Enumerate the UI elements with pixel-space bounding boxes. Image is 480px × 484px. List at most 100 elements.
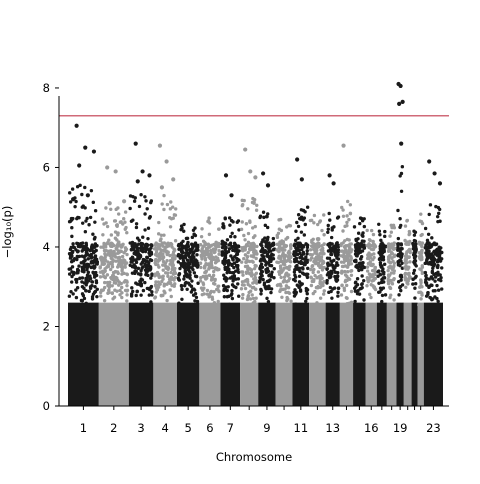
snp-point	[279, 268, 283, 273]
snp-point	[145, 207, 149, 211]
snp-point	[192, 271, 197, 275]
snp-point	[205, 288, 210, 293]
snp-point	[269, 273, 274, 277]
snp-point	[358, 261, 362, 266]
snp-point	[87, 248, 92, 252]
snp-point	[325, 281, 329, 285]
snp-point	[413, 286, 417, 290]
snp-point	[137, 238, 141, 242]
snp-point	[70, 234, 74, 239]
snp-point	[331, 249, 335, 253]
snp-point	[436, 248, 440, 253]
snp-point	[195, 299, 200, 304]
snp-point	[112, 219, 117, 223]
snp-point	[243, 238, 247, 242]
snp-point	[83, 185, 87, 190]
snp-point	[312, 278, 316, 282]
snp-point	[242, 257, 246, 261]
snp-point	[262, 215, 266, 220]
snp-point	[418, 255, 422, 259]
snp-point	[207, 232, 212, 237]
snp-point	[120, 285, 124, 290]
snp-point	[89, 256, 93, 260]
chromosome-7-dense-band	[220, 302, 241, 406]
snp-point	[229, 234, 233, 239]
snp-point	[403, 265, 408, 270]
snp-point	[294, 290, 298, 295]
snp-point	[114, 207, 118, 212]
snp-point	[107, 251, 112, 255]
snp-point	[280, 295, 284, 299]
snp-point	[417, 303, 421, 307]
snp-point	[194, 274, 199, 279]
snp-point	[343, 279, 348, 284]
snp-point	[209, 278, 214, 282]
snp-point	[95, 294, 99, 299]
snp-point	[150, 244, 154, 248]
snp-point	[165, 282, 169, 286]
snp-point	[433, 257, 437, 262]
snp-point	[400, 165, 405, 169]
snp-point	[68, 200, 73, 204]
snp-point	[230, 262, 234, 266]
snp-point	[371, 247, 375, 252]
snp-point	[252, 266, 257, 271]
snp-point	[299, 259, 303, 264]
snp-point	[326, 227, 330, 231]
snp-point	[235, 259, 239, 263]
snp-point	[246, 295, 250, 299]
snp-point	[117, 240, 121, 244]
snp-point	[156, 283, 161, 287]
snp-point	[230, 271, 235, 275]
snp-point	[117, 283, 121, 287]
chromosome-12-dense-band	[309, 302, 326, 406]
snp-point	[358, 265, 362, 269]
snp-point	[115, 238, 119, 242]
snp-point	[134, 293, 138, 298]
snp-point	[289, 299, 293, 303]
chromosome-6-points	[198, 216, 221, 406]
snp-point	[69, 216, 74, 221]
snp-point	[74, 288, 78, 292]
snp-point	[124, 247, 129, 251]
snp-point	[67, 220, 72, 224]
snp-point	[74, 280, 79, 284]
snp-point	[233, 243, 238, 247]
snp-point	[367, 272, 372, 276]
snp-point	[281, 246, 285, 250]
snp-point	[264, 250, 268, 254]
snp-point	[139, 277, 143, 281]
snp-point	[371, 257, 375, 262]
snp-point	[193, 233, 198, 238]
snp-point	[165, 259, 169, 263]
snp-point	[165, 271, 170, 275]
x-tick-label-chr-19: 19	[393, 421, 408, 435]
snp-point	[98, 256, 103, 260]
snp-point	[150, 293, 154, 297]
snp-point	[425, 253, 429, 258]
snp-point	[389, 293, 393, 297]
snp-point	[414, 274, 418, 279]
snp-point	[255, 244, 259, 249]
snp-point	[232, 284, 236, 289]
snp-point	[187, 262, 192, 266]
x-tick-label-chr-4: 4	[161, 421, 168, 435]
snp-point	[123, 220, 127, 224]
chromosome-8-dense-band	[240, 302, 259, 406]
snp-point	[70, 187, 75, 191]
snp-point	[234, 263, 239, 268]
chromosome-15-points	[352, 216, 367, 406]
snp-point	[362, 224, 367, 229]
snp-point	[248, 219, 252, 223]
snp-point	[298, 251, 302, 256]
snp-point	[308, 218, 313, 223]
snp-point	[103, 280, 107, 285]
snp-point	[263, 236, 267, 240]
snp-point	[198, 279, 203, 283]
snp-point	[329, 259, 333, 263]
snp-point	[110, 284, 114, 288]
chromosome-19-points	[396, 165, 405, 406]
chromosome-20-points	[403, 218, 413, 406]
snp-point	[209, 243, 214, 248]
